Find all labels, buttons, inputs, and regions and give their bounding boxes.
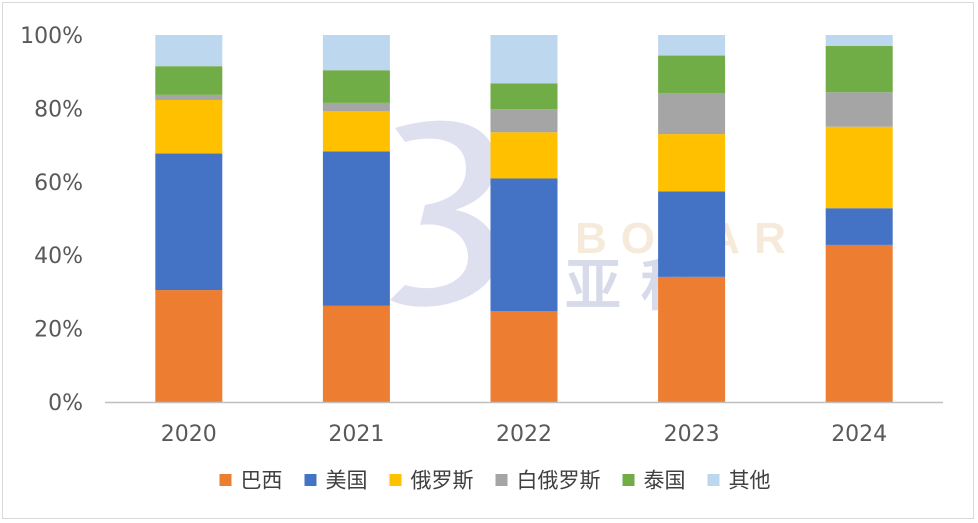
bar-segment [825,92,893,127]
bar-segment [322,151,390,306]
bar-segment [658,92,726,135]
legend-swatch [389,474,402,486]
y-tick-label: 60% [34,171,83,196]
bar-segment [825,126,893,209]
bar-segment [322,35,390,71]
bar-segment [490,35,558,84]
bar-segment [658,276,726,402]
watermark-b-shape [390,120,498,307]
x-tick-label: 2022 [496,422,552,447]
bar-segment [825,244,893,402]
y-tick-label: 0% [48,391,83,416]
x-axis: 2020 2021 2022 2023 2024 [105,401,943,447]
bar-segment [490,132,558,179]
legend-label: 白俄罗斯 [517,469,601,493]
bar-segment [490,83,558,110]
legend-swatch [707,474,720,486]
bar-segment [658,191,726,277]
y-tick-label: 100% [20,24,83,49]
y-axis: 0% 20% 40% 60% 80% 100% [20,24,83,416]
bar-segment [490,178,558,311]
x-tick-label: 2024 [831,422,887,447]
legend-swatch [219,474,232,486]
legend-swatch [622,474,635,486]
legend-label: 美国 [326,469,368,493]
y-tick-label: 20% [34,318,83,343]
legend-label: 其他 [729,469,771,493]
x-tick-label: 2020 [161,422,217,447]
bar-segment [658,35,726,56]
legend-swatch [495,474,508,486]
bar-segment [155,94,223,100]
bar-segment [322,111,390,152]
bar-segment [825,46,893,93]
legend-swatch [304,474,317,486]
bar-segment [825,208,893,245]
bar-segment [490,310,558,402]
x-tick-label: 2023 [664,422,720,447]
bar-segment [155,66,223,95]
bar-segment [155,153,223,291]
y-tick-label: 80% [34,97,83,122]
x-tick-label: 2021 [328,422,384,447]
legend-label: 巴西 [241,469,283,493]
bar-segment [155,35,223,67]
bar-segment [322,70,390,103]
boyar-watermark-logo: BOYAR 亚科 [390,120,786,319]
legend: 巴西 美国 俄罗斯 白俄罗斯 泰国 其他 [219,469,771,493]
bar-segment [658,134,726,192]
bar-segment [490,109,558,133]
bars-group [155,35,893,402]
y-tick-label: 40% [34,244,83,269]
bar-segment [825,35,893,47]
bar-segment [322,102,390,112]
bar-segment [155,99,223,154]
bar-segment [155,290,223,402]
bar-segment [658,55,726,93]
legend-label: 泰国 [644,469,686,493]
bar-segment [322,305,390,402]
legend-label: 俄罗斯 [411,469,474,493]
